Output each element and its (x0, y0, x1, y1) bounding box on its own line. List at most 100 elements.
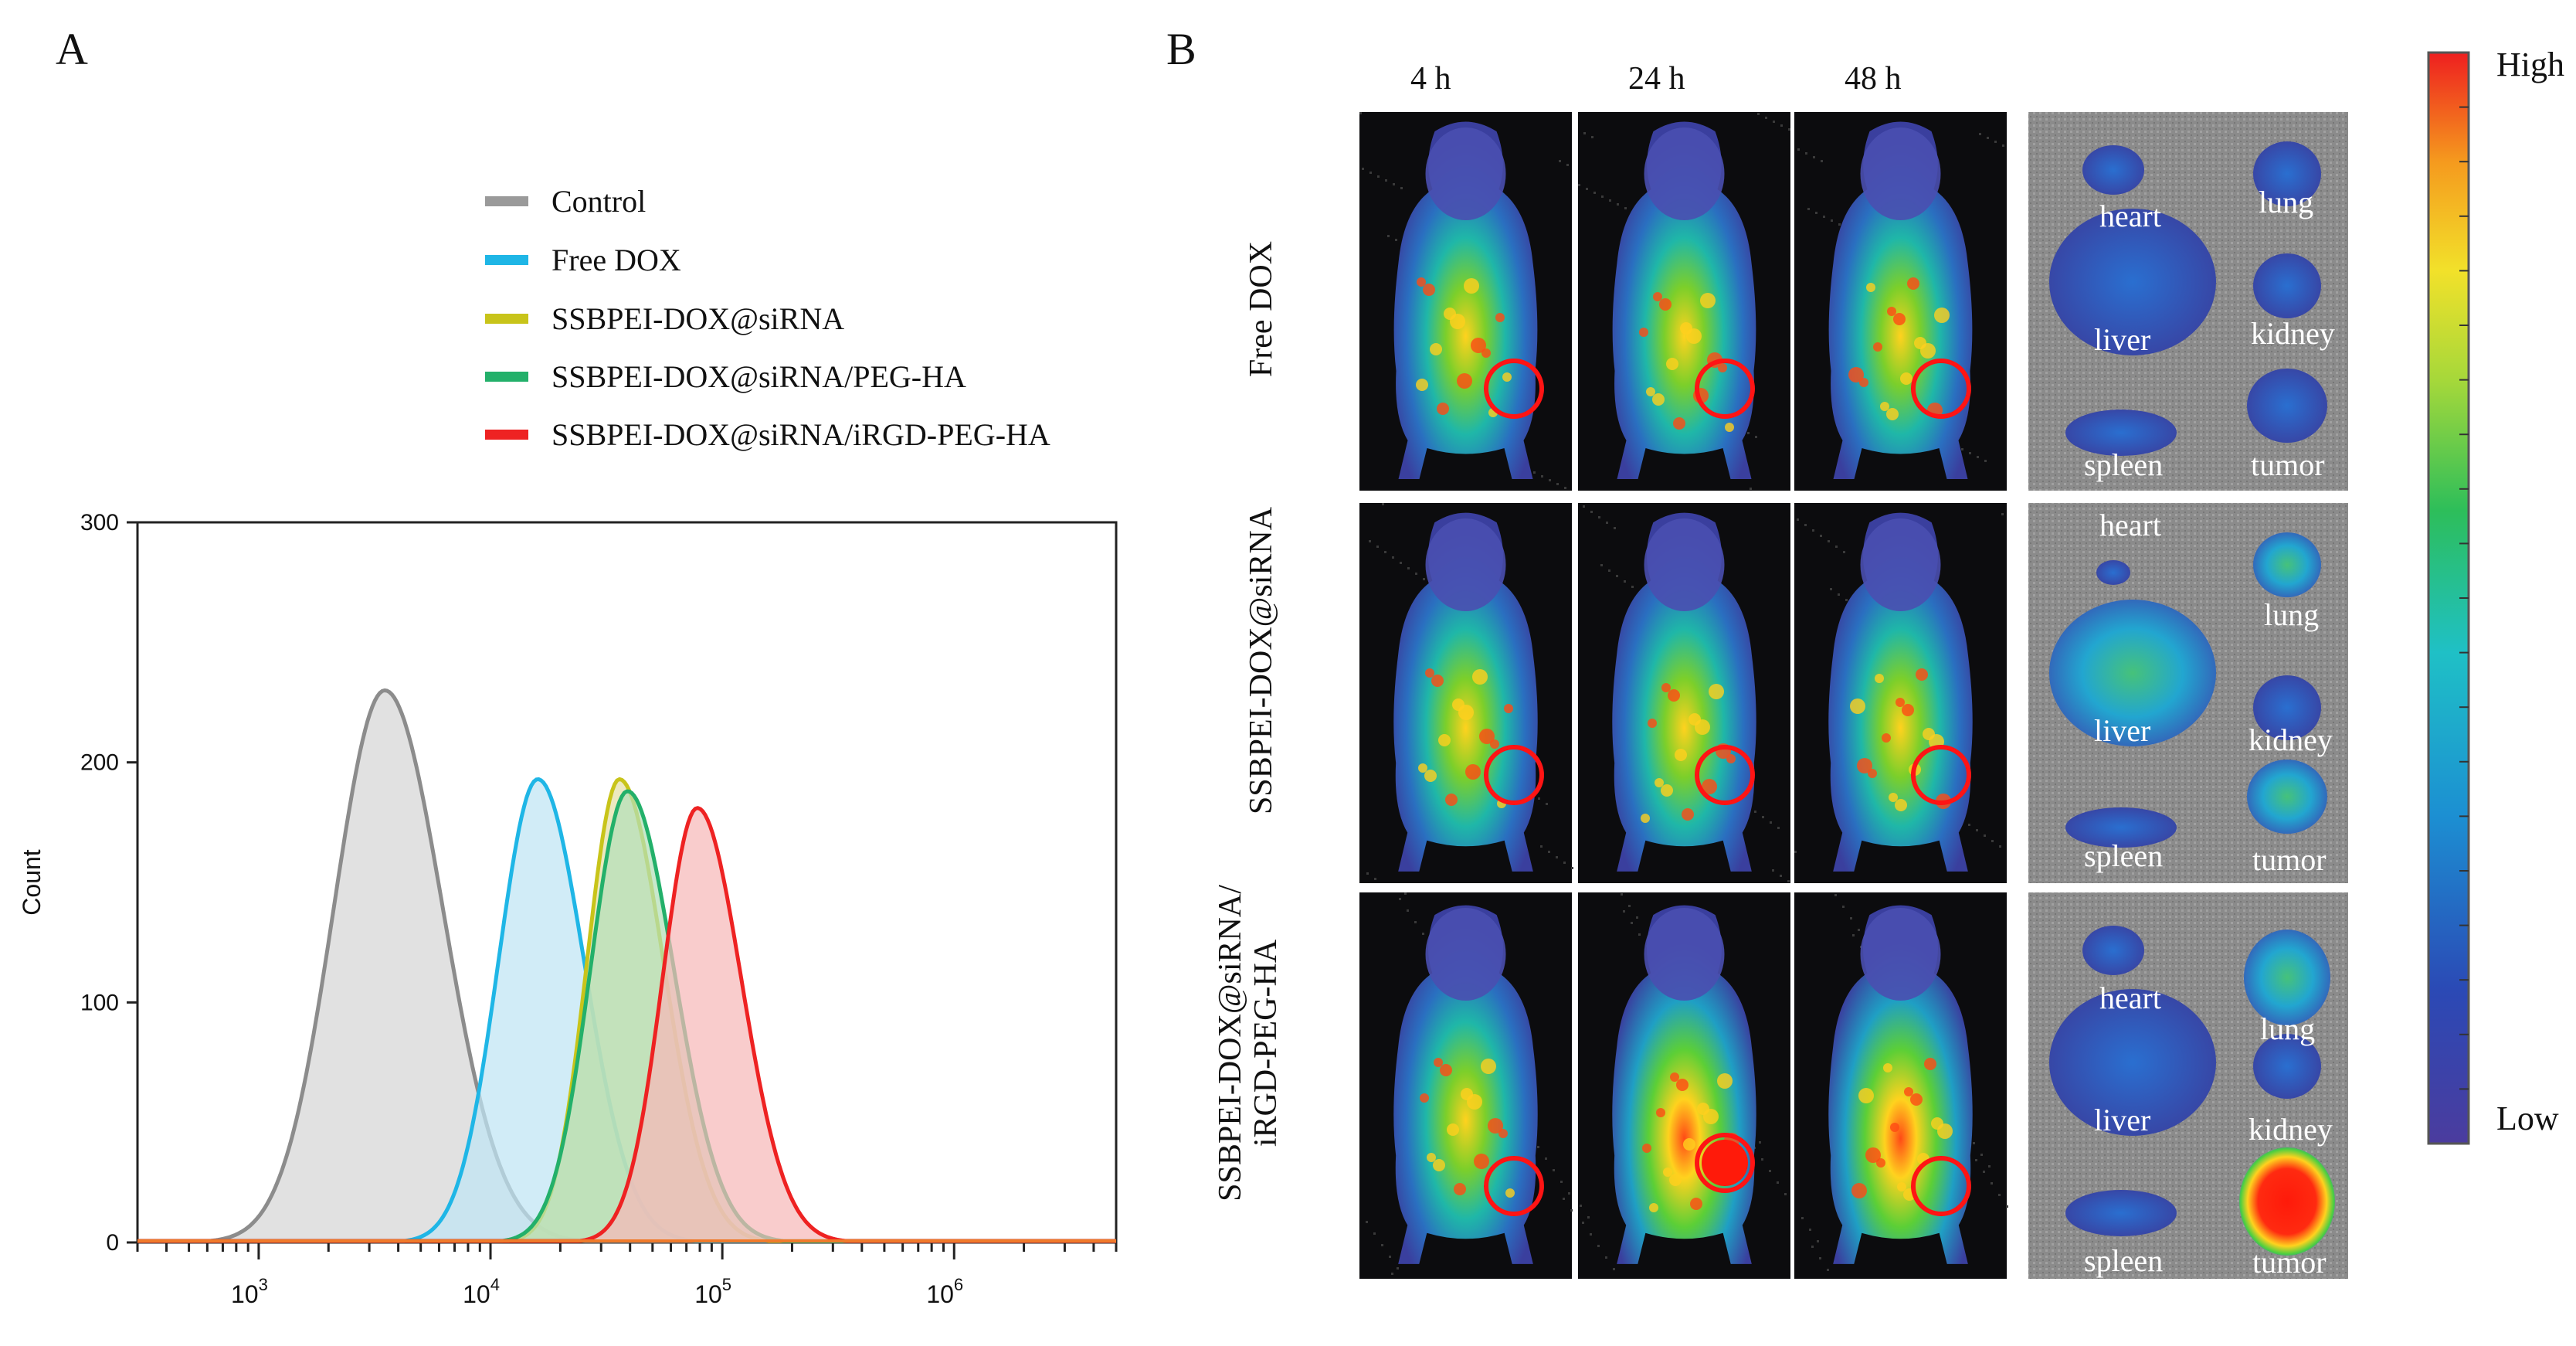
x-tick-label: 105 (694, 1275, 731, 1308)
y-tick-label: 200 (80, 750, 119, 776)
tumor-marker-circle (1695, 359, 1755, 419)
fluorescence-hotspot (1420, 1093, 1429, 1103)
time-label: 4 h (1410, 61, 1451, 97)
fluorescence-hotspot (1700, 293, 1716, 308)
fluorescence-hotspot (1851, 1183, 1867, 1198)
mouse-image-panel (1359, 112, 1572, 491)
fluorescence-hotspot (1648, 719, 1657, 728)
fluorescence-hotspot (1661, 784, 1673, 797)
organ-label-tumor: tumor (2251, 447, 2325, 482)
fluorescence-hotspot (1695, 719, 1710, 735)
fluorescence-hotspot (1900, 372, 1912, 385)
fluorescence-hotspot (1481, 348, 1491, 358)
legend-item: SSBPEI-DOX@siRNA (485, 301, 845, 336)
x-tick-label: 106 (926, 1275, 963, 1308)
row-label-line: SSBPEI-DOX@siRNA (1244, 506, 1279, 815)
mouse-head (1425, 518, 1506, 611)
organ-label-kidney: kidney (2248, 722, 2333, 757)
x-tick-base: 10 (463, 1280, 490, 1308)
mouse-image-panel (1794, 112, 2007, 491)
legend-item: Free DOX (485, 243, 681, 277)
mouse-image-panel (1578, 892, 1790, 1279)
fluorescence-hotspot (1683, 1138, 1695, 1151)
row-label-free-dox: Free DOX (1244, 155, 1290, 464)
organ-label-heart: heart (2099, 508, 2161, 542)
organ-label-lung: lung (2264, 597, 2319, 632)
tumor-marker-circle (1911, 745, 1971, 805)
kidney-organ (2253, 1034, 2321, 1099)
y-tick-label: 100 (80, 990, 119, 1015)
tumor-marker-circle (1911, 1156, 1971, 1216)
mouse-image-panel (1794, 892, 2008, 1279)
spleen-organ (2065, 1190, 2177, 1236)
fluorescence-hotspot (1652, 393, 1665, 406)
fluorescence-hotspot (1465, 764, 1481, 780)
legend-swatch (485, 429, 528, 440)
fluorescence-hotspot (1472, 669, 1488, 685)
fluorescence-hotspot (1675, 749, 1687, 761)
organ-label-kidney: kidney (2248, 1112, 2333, 1147)
organ-label-liver: liver (2094, 1103, 2150, 1137)
y-axis-label: Count (18, 849, 46, 916)
legend-item: SSBPEI-DOX@siRNA/iRGD-PEG-HA (485, 417, 1050, 452)
fluorescence-hotspot (1663, 1168, 1672, 1177)
x-tick-base: 10 (694, 1280, 722, 1308)
series-area (137, 690, 1116, 1242)
fluorescence-hotspot (1904, 1087, 1913, 1096)
y-tick-label: 300 (80, 510, 119, 535)
organ-label-kidney: kidney (2251, 316, 2335, 351)
fluorescence-hotspot (1910, 1093, 1923, 1106)
heart-organ (2082, 145, 2144, 195)
fluorescence-hotspot (1934, 308, 1950, 323)
fluorescence-hotspot (1850, 698, 1865, 714)
row-label-irgd: SSBPEI-DOX@siRNA/ iRGD-PEG-HA (1213, 788, 1290, 1298)
x-tick-label: 104 (463, 1275, 500, 1308)
fluorescence-hotspot (1445, 794, 1458, 806)
fluorescence-hotspot (1868, 769, 1877, 778)
fluorescence-hotspot (1880, 402, 1889, 411)
organ-label-tumor: tumor (2252, 842, 2327, 877)
legend-label: SSBPEI-DOX@siRNA (552, 301, 845, 336)
organ-label-spleen: spleen (2084, 1243, 2163, 1278)
legend-swatch (485, 313, 528, 324)
organ-image-panel: heart lung liver kidney spleen tumor (2028, 112, 2348, 491)
fluorescence-hotspot (1474, 1154, 1489, 1169)
x-tick-exponent: 4 (490, 1275, 500, 1294)
fluorescence-hotspot (1882, 733, 1891, 743)
fluorescence-hotspot (1886, 408, 1899, 420)
fluorescence-hotspot (1670, 1072, 1679, 1082)
row-label-line: iRGD-PEG-HA (1248, 939, 1284, 1147)
intensity-colorbar (2427, 51, 2470, 1145)
fluorescence-hotspot (1467, 1094, 1482, 1110)
organ-label-tumor: tumor (2252, 1245, 2327, 1280)
fluorescence-hotspot (1656, 1108, 1665, 1117)
fluorescence-hotspot (1690, 1198, 1702, 1210)
fluorescence-hotspot (1488, 1118, 1503, 1134)
fluorescence-hotspot (1666, 358, 1678, 370)
fluorescence-hotspot (1669, 1174, 1682, 1186)
fluorescence-hotspot (1659, 298, 1672, 311)
fluorescence-hotspot (1858, 1088, 1874, 1103)
organ-image-panel: heart lung liver kidney spleen tumor (2028, 892, 2348, 1280)
liver-organ (2049, 600, 2216, 746)
fluorescence-hotspot (1896, 698, 1905, 707)
organ-label-heart: heart (2099, 199, 2161, 233)
fluorescence-hotspot (1848, 367, 1864, 382)
fluorescence-hotspot (1424, 770, 1437, 782)
fluorescence-hotspot (1423, 284, 1435, 296)
tumor-organ (2239, 1147, 2335, 1256)
fluorescence-hotspot (1661, 683, 1671, 692)
time-label: 24 h (1628, 61, 1685, 97)
fluorescence-hotspot (1505, 1188, 1515, 1198)
tumor-organ (2247, 760, 2327, 834)
fluorescence-hotspot (1471, 338, 1486, 353)
mouse-head (1644, 908, 1725, 1001)
fluorescence-hotspot (1450, 314, 1465, 329)
fluorescence-hotspot (1883, 1063, 1892, 1072)
fluorescence-hotspot (1498, 1129, 1508, 1138)
lung-organ (2253, 141, 2321, 206)
liver-organ (2049, 989, 2216, 1136)
time-label: 48 h (1845, 61, 1902, 97)
fluorescence-hotspot (1454, 1183, 1466, 1195)
